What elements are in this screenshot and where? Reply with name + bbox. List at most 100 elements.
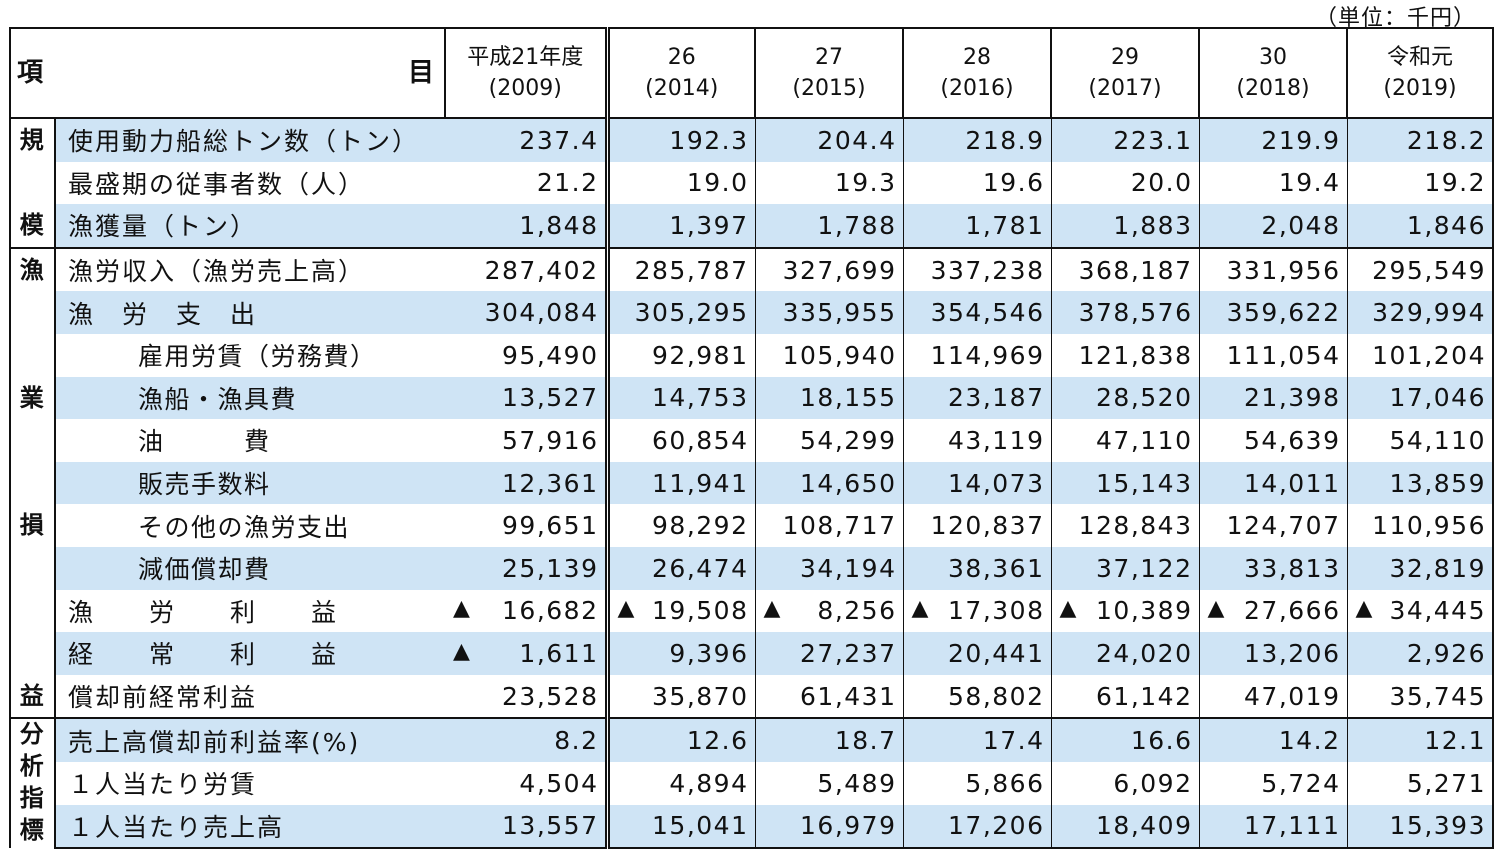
value-cell: 11,941 xyxy=(607,461,756,505)
value-text: 285,787 xyxy=(634,255,749,285)
row-label: 減価償却費 xyxy=(55,546,445,590)
value-text: 60,854 xyxy=(652,425,749,455)
value-cell: 1,846 xyxy=(1347,204,1494,248)
value-cell: 110,956 xyxy=(1347,504,1494,547)
value-text: 8.2 xyxy=(554,726,599,756)
category-char: 益 xyxy=(19,681,46,710)
value-text: 14,650 xyxy=(800,468,897,498)
value-text: 25,139 xyxy=(502,553,599,583)
value-text: 23,528 xyxy=(502,681,599,711)
header-year: 26 (2014) xyxy=(606,27,756,119)
value-text: 218.9 xyxy=(965,125,1045,155)
value-text: 287,402 xyxy=(484,255,599,285)
value-text: 354,546 xyxy=(930,298,1045,328)
value-cell: 378,576 xyxy=(1051,291,1200,334)
value-text: 5,489 xyxy=(817,768,897,798)
category-char: 規 xyxy=(19,126,46,154)
value-text: 26,474 xyxy=(652,553,749,583)
value-text: 37,122 xyxy=(1096,553,1193,583)
value-text: 105,940 xyxy=(782,340,897,370)
category-char: 業 xyxy=(19,383,46,412)
value-text: 23,187 xyxy=(948,383,1045,413)
category-spacer xyxy=(12,632,53,675)
value-text: 5,724 xyxy=(1261,768,1341,798)
header-year: 30 (2018) xyxy=(1198,27,1348,119)
value-cell: 5,489 xyxy=(755,761,904,805)
value-cell: 13,859 xyxy=(1347,461,1494,505)
category-char: 漁 xyxy=(19,255,46,284)
value-text: 2,926 xyxy=(1406,638,1486,668)
value-cell: 9,396 xyxy=(607,632,756,675)
table-row: 分析指標売上高償却前利益率(%) 8.2 12.6 18.7 17.4 16.6 14.2 1… xyxy=(9,717,1494,849)
value-text: 19,508 xyxy=(652,596,749,626)
value-cell: 6,092 xyxy=(1051,761,1200,805)
value-text: 11,941 xyxy=(652,468,749,498)
value-text: 28,520 xyxy=(1096,383,1193,413)
value-text: 54,299 xyxy=(800,425,897,455)
value-cell: 13,527 xyxy=(445,376,610,420)
value-cell: 14.2 xyxy=(1199,717,1348,762)
value-text: 10,389 xyxy=(1096,596,1193,626)
value-cell: 28,520 xyxy=(1051,376,1200,420)
header-row: 項 目 平成21年度 (2009) 26 (2014) 27 (2015) 28 (20… xyxy=(9,27,1494,119)
value-text: 1,788 xyxy=(817,210,897,240)
value-text: 47,019 xyxy=(1244,681,1341,711)
value-cell: 35,870 xyxy=(607,674,756,719)
value-cell: 1,848 xyxy=(445,204,610,248)
value-cell: 26,474 xyxy=(607,546,756,590)
value-text: 108,717 xyxy=(782,511,897,541)
table-row: １人当たり労賃 4,504 4,894 5,489 5,866 6,092 5,724 5,2… xyxy=(10,761,1494,805)
value-text: 2,048 xyxy=(1261,210,1341,240)
value-cell: 120,837 xyxy=(903,504,1052,547)
value-cell: 60,854 xyxy=(607,419,756,462)
header-item-right: 目 xyxy=(55,27,446,119)
table-row: 販売手数料 12,361 11,941 14,650 14,073 15,143 14,01… xyxy=(10,461,1494,505)
table-row: 経 常 利 益 ▲ 1,611 9,396 27,237 20,441 24,020 13,2… xyxy=(10,632,1494,675)
fishery-management-table: 項 目 平成21年度 (2009) 26 (2014) 27 (2015) 28 (20… xyxy=(9,27,1494,849)
value-text: 19.4 xyxy=(1278,168,1341,198)
value-text: 27,237 xyxy=(800,638,897,668)
value-cell: ▲ 1,611 xyxy=(445,632,610,675)
value-text: 12.6 xyxy=(686,726,749,756)
negative-mark-icon: ▲ xyxy=(453,596,472,622)
value-text: 21.2 xyxy=(536,168,599,198)
value-cell: 18,409 xyxy=(1051,804,1200,849)
row-label: 売上高償却前利益率(%) xyxy=(55,717,445,762)
value-cell: 47,019 xyxy=(1199,674,1348,719)
value-cell: 57,916 xyxy=(445,419,610,462)
value-text: 27,666 xyxy=(1244,596,1341,626)
value-cell: 58,802 xyxy=(903,674,1052,719)
value-cell: 27,237 xyxy=(755,632,904,675)
value-cell: 327,699 xyxy=(755,246,904,292)
value-text: 34,194 xyxy=(800,553,897,583)
value-text: 15,393 xyxy=(1389,811,1486,841)
category-char: 析 xyxy=(19,752,46,781)
value-cell: 219.9 xyxy=(1199,118,1348,162)
value-cell: 16,979 xyxy=(755,804,904,849)
value-text: 14,011 xyxy=(1244,468,1341,498)
value-cell: 17.4 xyxy=(903,717,1052,762)
table-row: 漁船・漁具費 13,527 14,753 18,155 23,187 28,520 21,3… xyxy=(10,376,1494,420)
value-cell: 329,994 xyxy=(1347,291,1494,334)
value-cell: 237.4 xyxy=(445,118,610,162)
value-cell: 20,441 xyxy=(903,632,1052,675)
category-char: 指 xyxy=(19,784,46,813)
value-text: 54,110 xyxy=(1389,425,1486,455)
value-cell: 2,048 xyxy=(1199,204,1348,248)
value-cell: 34,194 xyxy=(755,546,904,590)
value-text: 12,361 xyxy=(502,468,599,498)
row-label: 経 常 利 益 xyxy=(55,632,445,675)
row-label: その他の漁労支出 xyxy=(138,512,351,542)
value-text: 19.2 xyxy=(1424,168,1486,198)
value-cell: 1,397 xyxy=(607,204,756,248)
value-cell: 13,206 xyxy=(1199,632,1348,675)
value-cell: 14,753 xyxy=(607,376,756,420)
value-text: 359,622 xyxy=(1226,298,1341,328)
value-cell: 287,402 xyxy=(445,246,610,292)
value-text: 1,781 xyxy=(965,210,1045,240)
value-text: 14,753 xyxy=(652,383,749,413)
value-cell: 95,490 xyxy=(445,333,610,377)
value-text: 17,111 xyxy=(1244,811,1341,841)
value-cell: 15,143 xyxy=(1051,461,1200,505)
value-text: 20,441 xyxy=(948,638,1045,668)
